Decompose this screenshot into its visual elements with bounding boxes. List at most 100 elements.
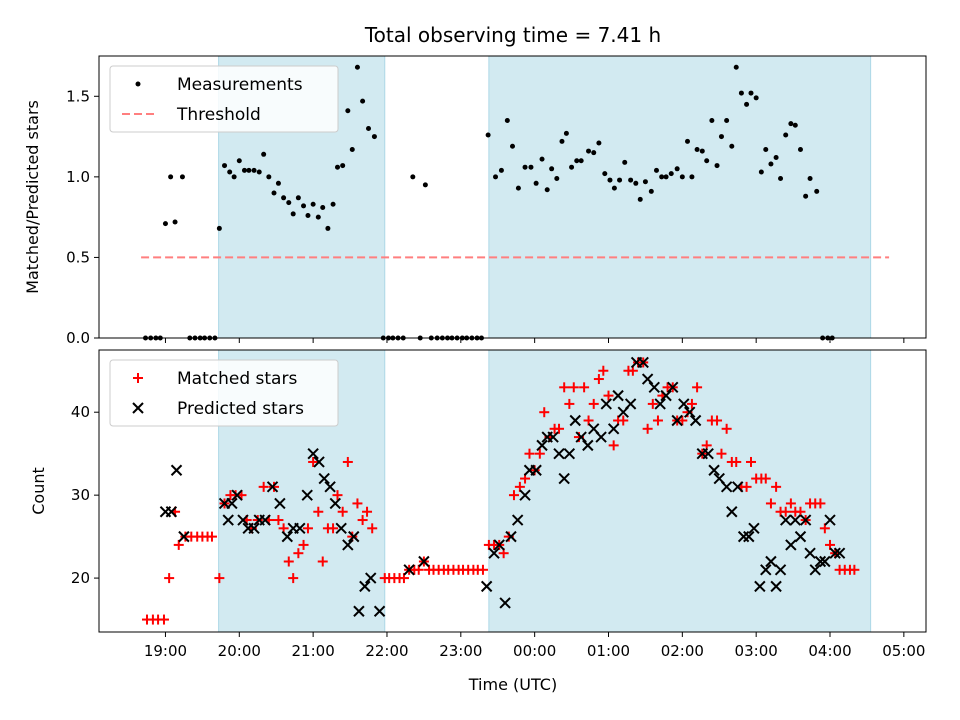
matched-star-point (539, 407, 550, 418)
legend-box (109, 65, 339, 133)
predicted-star-point (607, 423, 620, 435)
bottom-axes-frame (98, 349, 927, 633)
matched-star-point (642, 423, 653, 434)
y-tick-label: 1.0 (66, 168, 90, 186)
matched-star-point (579, 382, 590, 393)
predicted-star-point (259, 514, 271, 526)
matched-star-point (765, 498, 776, 509)
y-tick-label: 40 (71, 403, 90, 421)
matched-star-point (328, 523, 339, 534)
matched-star-point (206, 531, 217, 542)
legend-label: Matched stars (177, 369, 297, 389)
measurement-point (596, 140, 602, 146)
predicted-star-point (720, 481, 733, 493)
predicted-star-stroke-b (814, 555, 827, 568)
measurement-point (246, 167, 252, 173)
matched-star-point (652, 415, 663, 426)
predicted-star-stroke-b (770, 580, 782, 593)
measurement-point (578, 158, 584, 164)
predicted-star-point (648, 381, 660, 394)
matched-star-point (819, 523, 830, 534)
y-tick-label: 0.0 (66, 329, 90, 347)
predicted-star-point (779, 514, 792, 526)
predicted-star-point (342, 539, 354, 551)
measurement-point (179, 174, 185, 180)
measurement-point (679, 174, 685, 180)
predicted-star-point (582, 439, 594, 452)
predicted-star-stroke-b (708, 464, 720, 476)
predicted-star-stroke-b (667, 381, 679, 394)
measurement-point (738, 90, 744, 96)
predicted-star-point (689, 414, 702, 427)
predicted-star-point (819, 555, 831, 568)
predicted-star-point (558, 472, 570, 485)
matched-star-point (780, 506, 791, 517)
measurement-point (172, 219, 178, 225)
measurement-point (345, 108, 351, 114)
measurement-point (241, 167, 247, 173)
matched-star-point (298, 539, 309, 550)
predicted-star-point (222, 514, 234, 526)
matched-star-point (258, 481, 269, 492)
predicted-star-stroke-b (281, 530, 293, 543)
x-tick-label: 01:00 (587, 642, 630, 660)
predicted-star-point (324, 481, 336, 493)
predicted-star-point (403, 564, 415, 576)
measurement-point (485, 132, 491, 138)
matched-star-point (308, 456, 319, 467)
measurement-point (668, 171, 674, 177)
predicted-star-stroke-b (178, 530, 190, 543)
matched-star-point (598, 365, 609, 376)
predicted-star-stroke-b (833, 547, 846, 559)
predicted-star-stroke-b (641, 373, 654, 385)
measurement-point (642, 179, 648, 185)
x-tick-label: 23:00 (439, 642, 482, 660)
measurement-point (563, 130, 569, 136)
predicted-star-stroke-b (678, 398, 690, 410)
legend-x-b (132, 402, 144, 414)
measurement-point (704, 158, 710, 164)
predicted-star-point (307, 447, 319, 460)
predicted-star-point (732, 481, 744, 493)
predicted-star-stroke-b (313, 456, 325, 468)
predicted-star-stroke-b (547, 431, 559, 443)
predicted-star-stroke-b (226, 497, 238, 510)
measurement-point (281, 195, 287, 201)
predicted-star-stroke-b (493, 539, 505, 551)
measurement-point (261, 151, 267, 157)
measurement-point (549, 166, 555, 172)
matched-star-point (283, 556, 294, 567)
measurement-point (256, 169, 262, 175)
predicted-star-stroke-b (684, 406, 696, 418)
measurement-point (227, 169, 233, 175)
predicted-star-stroke-b (335, 522, 347, 535)
matched-star-point (214, 573, 225, 584)
measurement-point (694, 146, 700, 152)
predicted-star-point (600, 398, 612, 410)
predicted-star-stroke-b (259, 514, 271, 526)
measurement-point (410, 174, 416, 180)
measurement-point (335, 164, 341, 170)
measurement-point (611, 185, 617, 191)
predicted-star-stroke-b (511, 514, 524, 526)
predicted-star-point (480, 580, 493, 593)
matched-star-point (647, 398, 658, 409)
measurement-point (559, 138, 565, 144)
measurement-point (653, 167, 659, 173)
measurement-point (628, 177, 634, 183)
predicted-star-point (274, 497, 286, 510)
predicted-star-point (774, 564, 787, 576)
predicted-star-stroke-b (809, 564, 821, 576)
measurement-point (533, 180, 539, 186)
measurement-point (422, 182, 428, 188)
measurement-point (371, 134, 377, 140)
y-tick-label: 30 (71, 486, 90, 504)
measurement-point (295, 195, 301, 201)
predicted-star-point (804, 547, 816, 559)
shaded-region-2 (488, 55, 872, 339)
predicted-star-point (595, 431, 607, 443)
predicted-star-point (660, 389, 672, 402)
measurement-point (622, 159, 628, 165)
matched-star-point (559, 382, 570, 393)
measurement-point (748, 90, 754, 96)
